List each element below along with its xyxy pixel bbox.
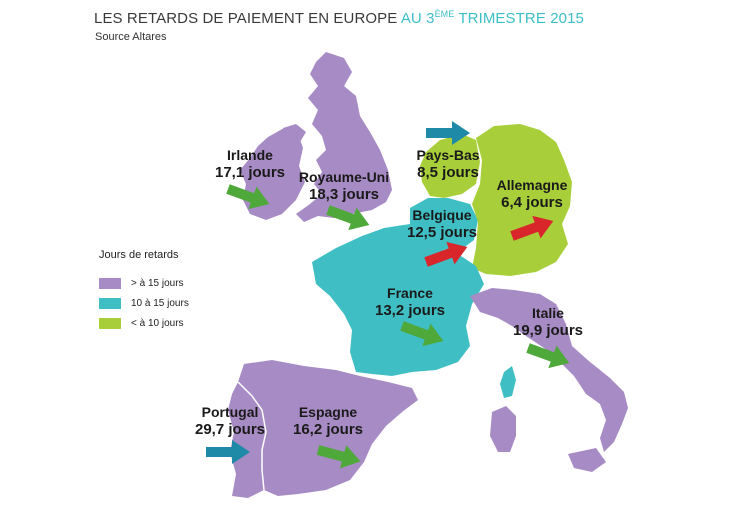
label-portugal: Portugal 29,7 jours (195, 403, 265, 439)
title-main: LES RETARDS DE PAIEMENT EN EUROPE (94, 10, 401, 27)
label-royaume-uni-value: 18,3 jours (308, 186, 380, 203)
label-espagne-value: 16,2 jours (292, 421, 364, 438)
label-royaume-uni-name: Royaume-Uni (298, 169, 390, 185)
label-portugal-name: Portugal (201, 404, 259, 420)
label-pays-bas-value: 8,5 jours (417, 164, 479, 181)
label-portugal-value: 29,7 jours (194, 421, 266, 438)
label-pays-bas-name: Pays-Bas (416, 147, 480, 163)
label-allemagne: Allemagne 6,4 jours (497, 176, 568, 212)
country-netherlands (420, 134, 480, 198)
country-spain (238, 360, 418, 496)
legend-item-over-15: > à 15 jours (99, 276, 184, 290)
label-allemagne-value: 6,4 jours (501, 194, 563, 211)
label-irlande-name: Irlande (227, 147, 273, 163)
title-accent: AU 3ÈME TRIMESTRE 2015 (400, 9, 584, 27)
legend-swatch-green (99, 317, 121, 329)
label-irlande-value: 17,1 jours (214, 164, 286, 181)
label-belgique-value: 12,5 jours (406, 224, 478, 241)
country-france-corsica (500, 366, 516, 398)
page-title: LES RETARDS DE PAIEMENT EN EUROPE AU 3ÈM… (94, 9, 584, 27)
label-italie-value: 19,9 jours (512, 322, 584, 339)
label-france-name: France (387, 285, 433, 301)
legend-swatch-purple (99, 277, 121, 289)
label-belgique: Belgique 12,5 jours (407, 206, 477, 242)
label-irlande: Irlande 17,1 jours (215, 146, 285, 182)
label-espagne: Espagne 16,2 jours (293, 403, 363, 439)
border-spain-portugal (237, 381, 267, 491)
label-espagne-name: Espagne (298, 404, 358, 420)
legend-item-under-10: < à 10 jours (99, 316, 184, 330)
label-royaume-uni: Royaume-Uni 18,3 jours (299, 168, 389, 204)
country-belgium (410, 198, 478, 252)
country-germany (472, 124, 572, 276)
label-france-value: 13,2 jours (374, 302, 446, 319)
label-pays-bas: Pays-Bas 8,5 jours (416, 146, 479, 182)
country-italy-sicily (568, 448, 606, 472)
title-superscript: ÈME (434, 9, 455, 19)
label-belgique-name: Belgique (412, 207, 472, 223)
label-italie: Italie 19,9 jours (513, 304, 583, 340)
label-italie-name: Italie (532, 305, 564, 321)
legend-label-10-15: 10 à 15 jours (131, 297, 189, 309)
country-uk-ni (283, 124, 306, 142)
country-portugal (228, 382, 266, 498)
title-accent-part: AU 3 (400, 10, 435, 27)
source-note: Source Altares (95, 31, 167, 43)
title-accent-end: TRIMESTRE 2015 (454, 10, 584, 27)
country-italy (470, 288, 628, 452)
legend-label-under-10: < à 10 jours (131, 317, 184, 329)
label-france: France 13,2 jours (375, 284, 445, 320)
label-allemagne-name: Allemagne (496, 177, 568, 193)
country-italy-sardinia (490, 406, 516, 452)
legend-title: Jours de retards (99, 249, 179, 261)
legend-swatch-teal (99, 297, 121, 309)
legend-label-over-15: > à 15 jours (131, 277, 184, 289)
country-uk (296, 52, 392, 222)
legend-item-10-15: 10 à 15 jours (99, 296, 189, 310)
